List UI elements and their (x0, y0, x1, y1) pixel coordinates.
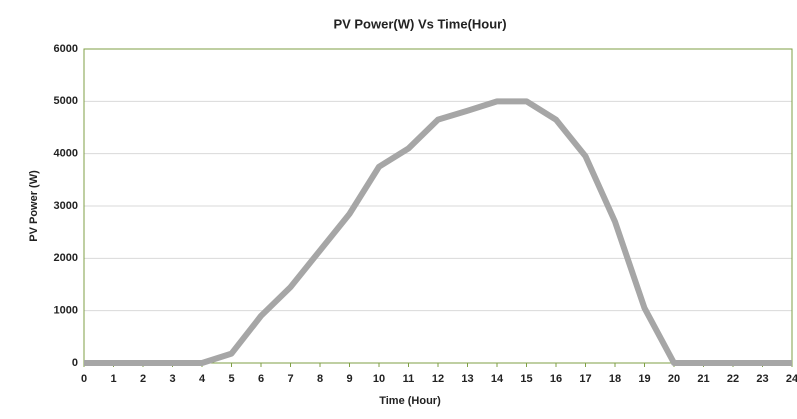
x-tick-label: 19 (638, 373, 650, 385)
x-tick-label: 24 (786, 373, 797, 385)
y-tick-label: 3000 (54, 200, 78, 212)
x-tick-label: 6 (258, 373, 264, 385)
x-tick-label: 1 (110, 373, 116, 385)
y-tick-label: 5000 (54, 95, 78, 107)
x-tick-label: 9 (346, 373, 352, 385)
chart-title: PV Power(W) Vs Time(Hour) (333, 16, 506, 31)
x-tick-label: 17 (579, 373, 591, 385)
x-tick-label: 11 (403, 373, 415, 385)
y-axis-label: PV Power (W) (28, 170, 40, 242)
line (84, 98, 792, 366)
y-tick-label: 2000 (54, 252, 78, 264)
x-tick-label: 15 (520, 373, 532, 385)
x-tick-label: 7 (287, 373, 293, 385)
x-tick-label: 3 (169, 373, 175, 385)
x-tick-label: 2 (140, 373, 146, 385)
x-tick-label: 12 (432, 373, 444, 385)
x-tick-label: 21 (697, 373, 709, 385)
x-tick-label: 14 (491, 373, 504, 385)
x-tick-label: 20 (668, 373, 680, 385)
y-tick-label: 1000 (54, 305, 78, 317)
x-tick-label: 13 (461, 373, 473, 385)
x-tick-label: 18 (609, 373, 621, 385)
x-tick-label: 22 (727, 373, 739, 385)
x-axis-label: Time (Hour) (379, 395, 441, 407)
y-tick-label: 6000 (54, 43, 78, 55)
x-tick-label: 10 (373, 373, 385, 385)
y-tick-label: 0 (72, 357, 78, 369)
x-tick-label: 4 (199, 373, 206, 385)
x-tick-label: 8 (317, 373, 323, 385)
y-tick-label: 4000 (54, 148, 78, 160)
x-tick-label: 5 (228, 373, 234, 385)
x-tick-label: 23 (756, 373, 768, 385)
x-tick-label: 16 (550, 373, 562, 385)
x-tick-label: 0 (81, 373, 87, 385)
